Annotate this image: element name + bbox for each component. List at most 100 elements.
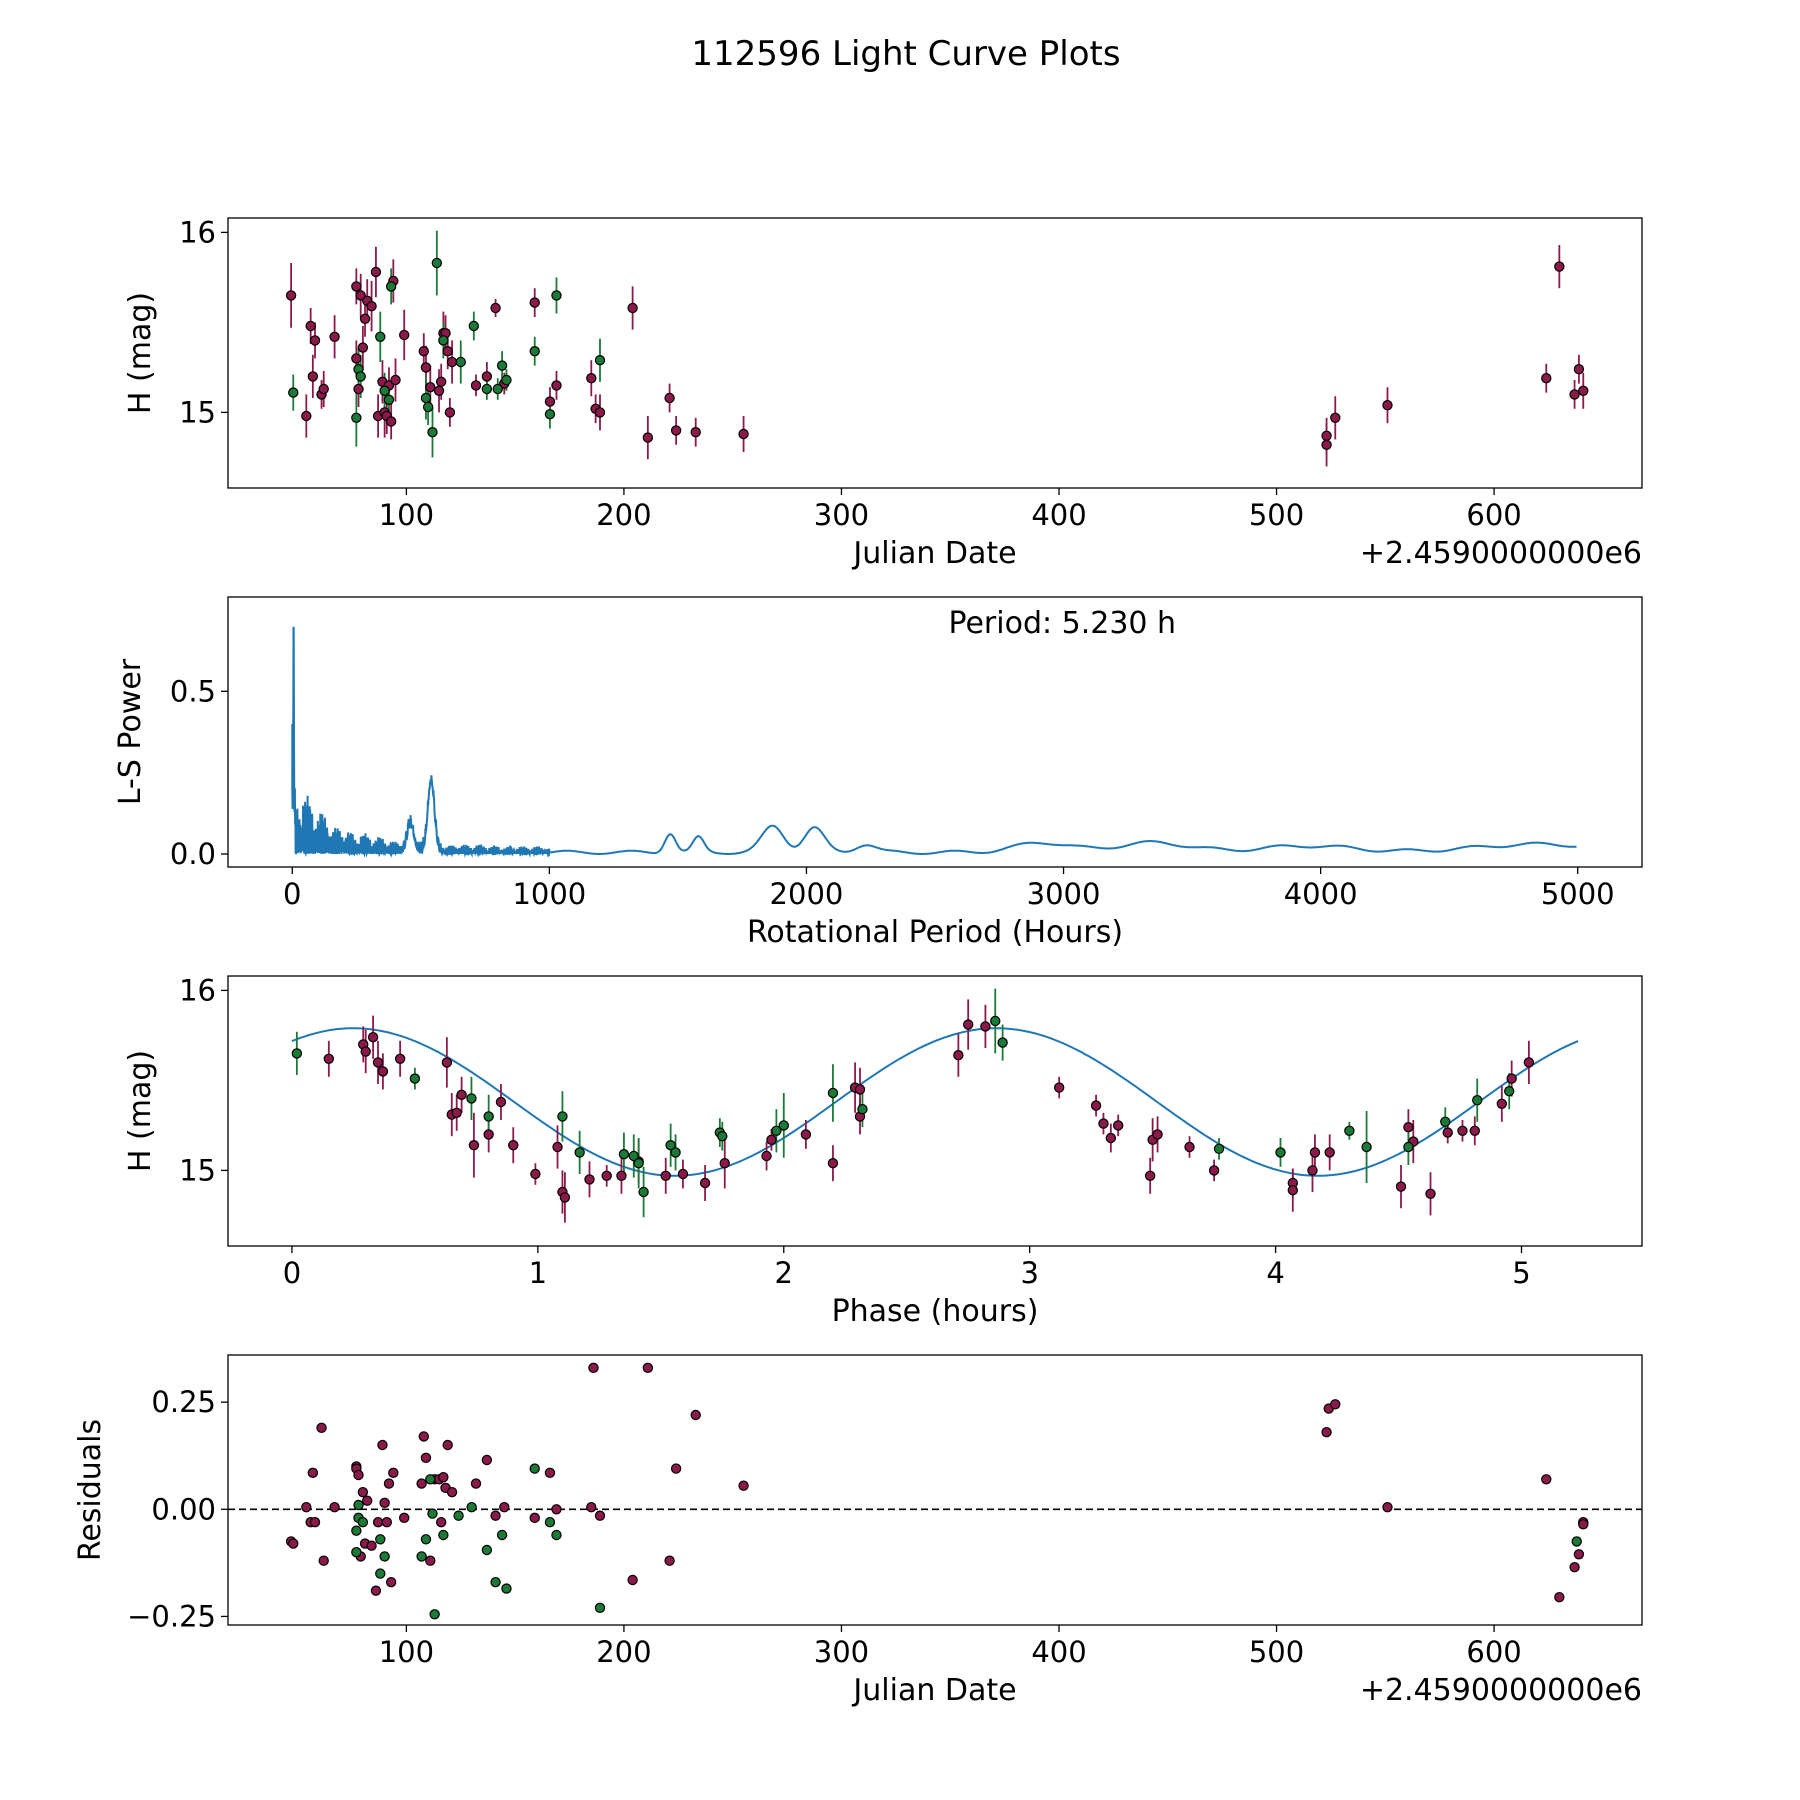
data-point-r [1541,373,1552,384]
data-point-r [1395,1181,1407,1192]
data-point-r [854,1084,866,1095]
data-point-g [551,1529,562,1541]
data-point-r [529,297,540,308]
data-point-r [508,1139,519,1151]
data-point-g [501,1583,512,1594]
y-tick-label: 0.0 [170,837,216,871]
data-point-r [399,1512,410,1524]
data-point-g [778,1120,789,1131]
x-tick-label: 300 [814,1635,869,1669]
data-point-r [442,1439,453,1451]
data-point-r [309,1516,321,1528]
data-point-g [409,1073,421,1084]
periodogram-x-label: Rotational Period (Hours) [747,915,1123,950]
data-point-g [1571,1536,1582,1547]
data-point-r [642,432,654,443]
data-point-r [1554,261,1565,272]
x-tick-label: 400 [1031,498,1086,532]
data-point-r [418,346,429,357]
x-tick-label: 200 [596,1635,651,1669]
data-point-r [301,410,312,422]
data-point-r [372,1057,384,1068]
data-point-g [1213,1143,1225,1155]
data-point-r [355,290,366,301]
data-point-g [990,1015,1001,1027]
data-point-g [379,1551,390,1562]
x-tick-label: 3000 [1027,877,1101,911]
data-point-r [1053,1082,1065,1093]
data-point-r [1321,1426,1332,1438]
data-point-g [375,1534,386,1545]
data-point-g [438,1529,449,1541]
data-point-r [1442,1127,1453,1138]
data-point-r [1541,1474,1552,1485]
data-point-r [435,1516,447,1528]
data-point-g [496,1529,508,1541]
data-point-g [351,1525,362,1536]
data-point-g [466,1093,477,1104]
data-point-r [1554,1591,1565,1603]
data-point-r [323,1053,335,1065]
lightcurve-x-label: Julian Date [851,536,1016,571]
data-point-r [372,1516,384,1528]
data-point-g [665,1139,676,1151]
data-point-r [351,281,362,292]
y-tick-label: 16 [179,973,216,1007]
period-annotation: Period: 5.230 h [948,606,1176,641]
data-point-g [496,360,508,371]
data-point-r [318,383,329,395]
data-point-g [481,1544,493,1556]
data-point-r [1152,1129,1163,1140]
data-point-g [628,1150,639,1162]
data-point-r [699,1177,711,1189]
x-tick-label: 1 [529,1256,547,1290]
phased-y-label: H (mag) [123,1050,158,1172]
data-point-r [1144,1170,1156,1182]
data-point-g [425,1474,436,1485]
data-point-r [433,385,445,396]
data-point-r [425,382,436,393]
data-point-g [375,331,386,342]
data-point-g [827,1087,839,1099]
x-tick-label: 0 [283,877,301,911]
data-point-r [441,1057,453,1068]
data-point-r [490,1510,501,1521]
data-point-r [690,427,701,438]
data-point-r [418,1431,429,1442]
y-tick-label: 15 [179,1153,216,1187]
data-point-r [353,383,364,395]
data-point-r [738,1480,749,1491]
residuals-plot-area [228,1362,1642,1620]
data-point-g [416,1551,427,1562]
data-point-g [1403,1141,1414,1153]
data-point-g [288,387,299,398]
data-point-r [385,416,397,427]
data-point-g [490,1576,501,1588]
data-point-r [544,396,556,407]
data-point-r [584,1174,595,1185]
x-tick-label: 200 [596,498,651,532]
data-point-r [690,1409,701,1421]
residuals-axes-frame [227,1354,1643,1626]
data-point-r [309,335,321,346]
data-point-r [1287,1184,1299,1196]
data-point-r [370,266,382,278]
residuals-y-label: Residuals [73,1419,108,1561]
x-tick-label: 500 [1249,498,1304,532]
data-point-g [544,1516,556,1528]
data-point-r [425,1555,436,1566]
data-point-r [962,1019,974,1030]
data-point-g [427,1508,438,1519]
data-point-r [1090,1100,1102,1111]
x-tick-label: 100 [379,1635,434,1669]
data-point-r [1578,1519,1589,1530]
lightcurve-offset-text: +2.4590000000e6 [1360,536,1642,571]
data-point-r [664,1555,675,1566]
data-point-r [351,353,362,364]
data-point-g [670,1147,681,1158]
data-point-g [618,1148,630,1160]
data-point-g [481,383,493,395]
data-point-g [557,1111,568,1122]
